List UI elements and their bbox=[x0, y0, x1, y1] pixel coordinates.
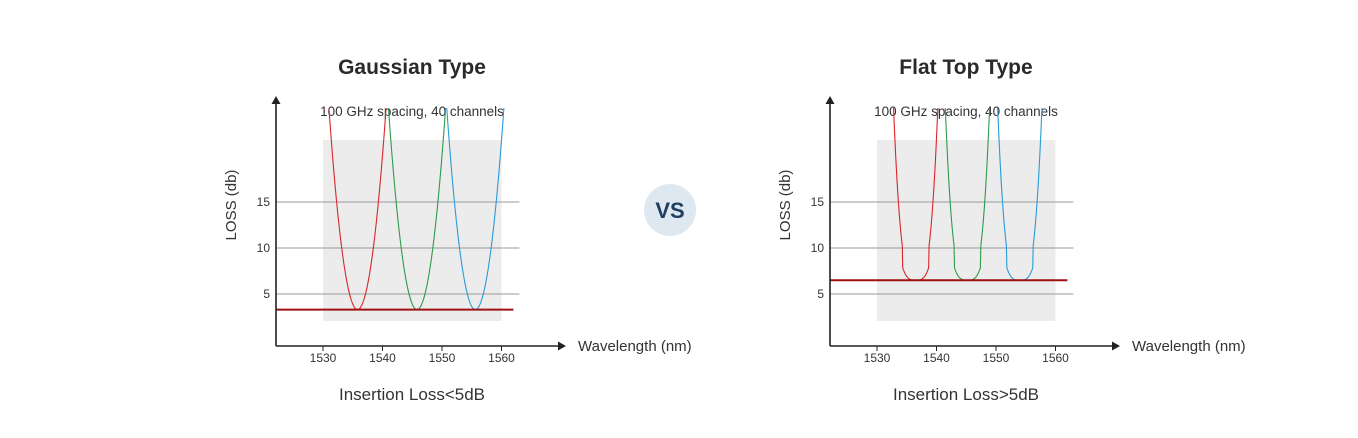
x-axis-label: Wavelength (nm) bbox=[1132, 338, 1246, 355]
vs-circle bbox=[644, 184, 696, 236]
gaussian-chart: Gaussian Type 100 GHz spacing, 40 channe… bbox=[223, 56, 692, 404]
chart-title: Flat Top Type bbox=[899, 56, 1032, 79]
y-tick-label: 5 bbox=[263, 287, 270, 301]
chart-subtitle: 100 GHz spacing, 40 channels bbox=[874, 104, 1058, 119]
vs-badge: VS bbox=[644, 184, 696, 236]
y-tick-label: 5 bbox=[817, 287, 824, 301]
y-tick-label: 10 bbox=[257, 241, 271, 255]
x-tick-label: 1550 bbox=[429, 351, 456, 365]
insertion-loss-caption: Insertion Loss>5dB bbox=[893, 385, 1039, 404]
y-tick-label: 15 bbox=[257, 195, 271, 209]
insertion-loss-caption: Insertion Loss<5dB bbox=[339, 385, 485, 404]
passband-region bbox=[877, 140, 1056, 321]
x-axis-arrow bbox=[558, 341, 566, 351]
x-tick-label: 1530 bbox=[864, 351, 891, 365]
x-tick-label: 1560 bbox=[488, 351, 515, 365]
x-tick-label: 1550 bbox=[983, 351, 1010, 365]
x-tick-label: 1540 bbox=[923, 351, 950, 365]
y-axis-arrow bbox=[825, 96, 835, 104]
passband-region bbox=[323, 140, 502, 321]
y-axis-label: LOSS (db) bbox=[223, 170, 240, 241]
vs-label: VS bbox=[655, 198, 684, 223]
y-tick-label: 10 bbox=[811, 241, 825, 255]
x-axis-label: Wavelength (nm) bbox=[578, 338, 692, 355]
x-tick-label: 1540 bbox=[369, 351, 396, 365]
x-tick-label: 1560 bbox=[1042, 351, 1069, 365]
y-tick-label: 15 bbox=[811, 195, 825, 209]
chart-subtitle: 100 GHz spacing, 40 channels bbox=[320, 104, 504, 119]
y-axis-label: LOSS (db) bbox=[777, 170, 794, 241]
chart-title: Gaussian Type bbox=[338, 56, 486, 79]
y-axis-arrow bbox=[271, 96, 281, 104]
flat-top-chart: Flat Top Type 100 GHz spacing, 40 channe… bbox=[777, 56, 1246, 404]
x-tick-label: 1530 bbox=[310, 351, 337, 365]
x-axis-arrow bbox=[1112, 341, 1120, 351]
